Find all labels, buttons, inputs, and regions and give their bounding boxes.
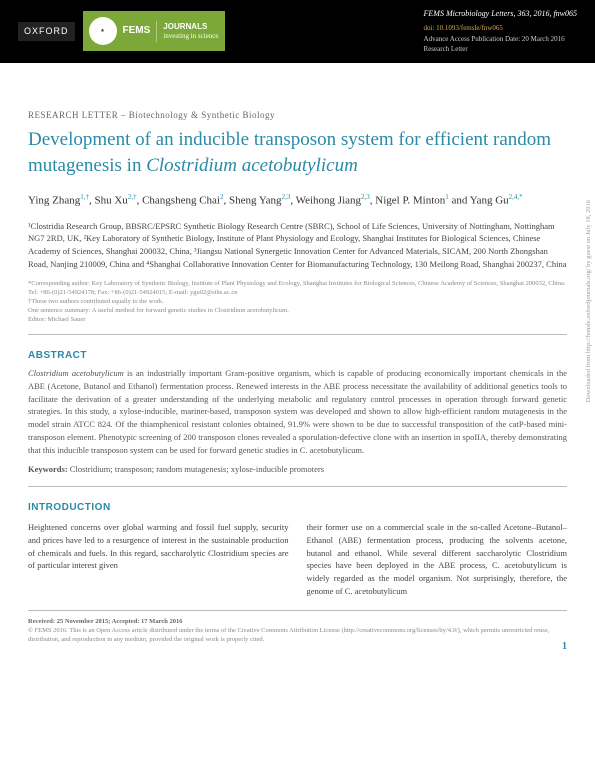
affiliations: ¹Clostridia Research Group, BBSRC/EPSRC … bbox=[28, 220, 567, 271]
correspondence-block: *Corresponding author: Key Laboratory of… bbox=[28, 279, 567, 324]
received-accepted: Received: 25 November 2015; Accepted: 17… bbox=[28, 617, 567, 626]
author-list: Ying Zhang1,†, Shu Xu2,†, Changsheng Cha… bbox=[28, 192, 567, 209]
abstract-text: Clostridium acetobutylicum is an industr… bbox=[28, 367, 567, 456]
article-category: RESEARCH LETTER – Biotechnology & Synthe… bbox=[28, 109, 567, 122]
oxford-logo: OXFORD bbox=[18, 22, 75, 41]
intro-column-right: their former use on a commercial scale i… bbox=[307, 521, 568, 598]
article-title: Development of an inducible transposon s… bbox=[28, 127, 567, 178]
fems-logo-text: FEMS bbox=[123, 24, 151, 38]
page-footer: Received: 25 November 2015; Accepted: 17… bbox=[28, 610, 567, 654]
fems-logo-box: ★ FEMS JOURNALS investing in science bbox=[83, 11, 225, 51]
download-sidenote: Downloaded from http://femsle.oxfordjour… bbox=[584, 200, 593, 402]
page-number: 1 bbox=[562, 640, 567, 654]
introduction-columns: Heightened concerns over global warming … bbox=[28, 521, 567, 598]
doi-link[interactable]: doi: 10.1093/femsle/fnw065 bbox=[424, 23, 577, 34]
copyright-text: © FEMS 2016. This is an Open Access arti… bbox=[28, 626, 567, 644]
fems-journals-label: JOURNALS bbox=[163, 21, 218, 32]
fems-seal-icon: ★ bbox=[89, 17, 117, 45]
advance-date: Advance Access Publication Date: 20 Marc… bbox=[424, 34, 577, 45]
bibliographic-line: FEMS Microbiology Letters, 363, 2016, fn… bbox=[424, 8, 577, 20]
header-metadata: FEMS Microbiology Letters, 363, 2016, fn… bbox=[424, 8, 577, 55]
keywords-line: Keywords: Clostridium; transposon; rando… bbox=[28, 464, 567, 476]
abstract-heading: ABSTRACT bbox=[28, 349, 567, 363]
fems-tagline: investing in science bbox=[163, 32, 218, 42]
introduction-heading: INTRODUCTION bbox=[28, 501, 567, 515]
abstract-section: ABSTRACT Clostridium acetobutylicum is a… bbox=[28, 334, 567, 487]
intro-column-left: Heightened concerns over global warming … bbox=[28, 521, 289, 598]
page-header: OXFORD ★ FEMS JOURNALS investing in scie… bbox=[0, 0, 595, 63]
article-type: Research Letter bbox=[424, 44, 577, 55]
